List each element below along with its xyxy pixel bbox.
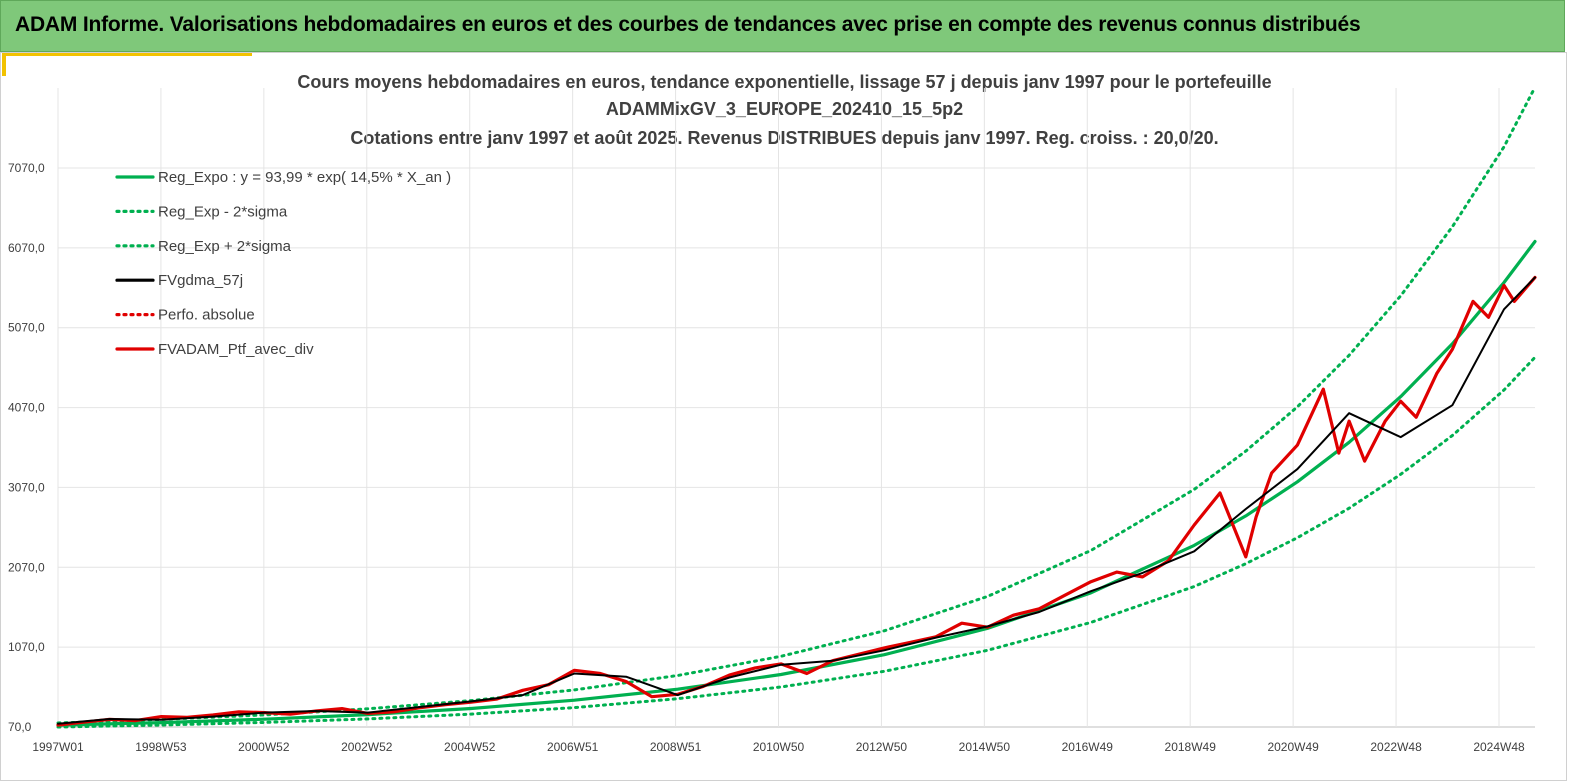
y-tick-label: 2070,0: [8, 560, 45, 574]
chart-title-line-3: Cotations entre janv 1997 et août 2025. …: [350, 128, 1219, 148]
legend-label: Perfo. absolue: [158, 307, 255, 324]
x-tick-label: 1997W01: [32, 740, 84, 754]
x-tick-label: 2020W49: [1267, 740, 1319, 754]
legend-label: Reg_Expo : y = 93,99 * exp( 14,5% * X_an…: [158, 169, 451, 186]
x-tick-label: 1998W53: [135, 740, 187, 754]
y-tick-label: 1070,0: [8, 640, 45, 654]
accent-bar: [2, 52, 252, 56]
chart-title-line-1: Cours moyens hebdomadaires en euros, ten…: [297, 72, 1272, 92]
series-line-3: [57, 276, 1536, 725]
y-tick-label: 6070,0: [8, 241, 45, 255]
y-tick-label: 4070,0: [8, 401, 45, 415]
x-tick-label: 2006W51: [547, 740, 599, 754]
x-tick-label: 2000W52: [238, 740, 290, 754]
chart-title-line-2: ADAMMixGV_3_EUROPE_202410_15_5p2: [605, 99, 964, 119]
header-title: ADAM Informe. Valorisations hebdomadaire…: [15, 13, 1361, 36]
y-tick-label: 3070,0: [8, 480, 45, 494]
x-tick-label: 2014W50: [959, 740, 1011, 754]
series-line-2: [56, 85, 1537, 725]
series-line-1: [56, 355, 1537, 729]
header-banner: ADAM Informe. Valorisations hebdomadaire…: [0, 0, 1565, 52]
y-tick-label: 70,0: [8, 720, 32, 734]
legend-label: FVgdma_57j: [158, 272, 243, 289]
accent-side: [2, 52, 6, 76]
y-tick-label: 7070,0: [8, 161, 45, 175]
x-tick-label: 2004W52: [444, 740, 496, 754]
legend-label: FVADAM_Ptf_avec_div: [158, 341, 314, 358]
x-tick-label: 2018W49: [1165, 740, 1217, 754]
x-tick-label: 2024W48: [1473, 740, 1525, 754]
x-tick-label: 2022W48: [1370, 740, 1422, 754]
x-tick-label: 2012W50: [856, 740, 908, 754]
x-tick-label: 2008W51: [650, 740, 702, 754]
x-tick-label: 2002W52: [341, 740, 393, 754]
x-tick-label: 2010W50: [753, 740, 805, 754]
legend-label: Reg_Exp - 2*sigma: [158, 203, 288, 220]
y-tick-label: 5070,0: [8, 321, 45, 335]
series-line-5: [56, 275, 1537, 727]
legend-label: Reg_Exp + 2*sigma: [158, 238, 292, 255]
x-tick-label: 2016W49: [1062, 740, 1114, 754]
